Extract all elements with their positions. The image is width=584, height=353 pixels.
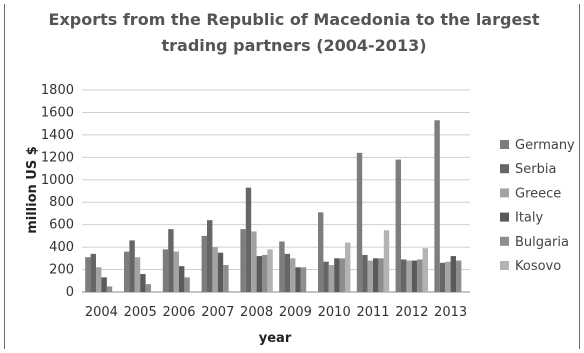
legend: Germany Serbia Greece Italy Bulgaria Kosovo	[500, 138, 575, 274]
bar	[140, 274, 146, 292]
bar	[411, 260, 418, 292]
bar	[395, 159, 401, 292]
y-axis-title: million US $	[25, 146, 40, 234]
x-tick-label: 2008	[240, 305, 273, 320]
bar	[367, 260, 373, 292]
legend-swatch	[500, 188, 509, 198]
bar	[422, 248, 428, 292]
bar	[295, 267, 301, 292]
bar	[85, 257, 91, 292]
y-tick-labels: 0 200 400 600 800 1000 1200 1400 1600 1800	[41, 83, 74, 300]
x-tick-label: 2005	[124, 305, 157, 320]
x-tick-label: 2009	[279, 305, 312, 320]
x-tick-labels: 2004 2005 2006 2007 2008 2009 2010 2011 2012 2013	[85, 305, 467, 320]
bar	[96, 267, 102, 292]
legend-label: Serbia	[515, 162, 556, 177]
bar	[262, 254, 268, 292]
bar	[373, 258, 379, 292]
bar	[378, 258, 384, 292]
bar	[90, 253, 96, 292]
bar	[217, 252, 224, 292]
bar	[284, 253, 290, 292]
bars	[85, 120, 462, 292]
bar	[445, 261, 451, 292]
legend-swatch	[500, 140, 509, 149]
bar	[450, 256, 456, 292]
legend-label: Germany	[515, 138, 575, 153]
x-tick-label: 2007	[201, 305, 234, 320]
x-axis-title: year	[259, 331, 292, 346]
chart-title-line-1: Exports from the Republic of Macedonia t…	[49, 10, 540, 29]
bar	[406, 260, 412, 292]
x-tick-label: 2012	[395, 305, 428, 320]
x-tick-label: 2010	[318, 305, 351, 320]
bar	[162, 249, 169, 292]
bar	[356, 152, 363, 292]
bar	[106, 286, 113, 292]
legend-swatch	[500, 164, 509, 174]
bar	[279, 241, 285, 292]
bar	[339, 258, 345, 292]
y-tick-label: 600	[49, 218, 74, 233]
x-tick-label: 2006	[162, 305, 195, 320]
bar	[318, 212, 324, 292]
bar	[173, 251, 179, 292]
bar	[439, 262, 446, 292]
legend-label: Bulgaria	[515, 235, 569, 250]
bar	[212, 247, 218, 292]
bar	[417, 259, 423, 292]
y-tick-label: 1400	[41, 128, 74, 143]
bar	[345, 242, 351, 292]
bar	[124, 251, 130, 292]
legend-swatch	[500, 236, 509, 246]
bar	[145, 284, 151, 292]
bar	[129, 240, 135, 292]
bar	[101, 277, 107, 292]
bar	[334, 258, 340, 292]
bar	[251, 231, 257, 292]
bar	[223, 265, 229, 292]
bar	[184, 277, 190, 292]
bar	[256, 256, 262, 292]
bar	[328, 265, 335, 292]
y-tick-label: 1600	[41, 105, 74, 120]
bar	[267, 249, 273, 292]
bar	[245, 187, 252, 292]
x-tick-label: 2013	[434, 305, 467, 320]
y-tick-label: 1000	[41, 173, 74, 188]
y-tick-label: 800	[49, 195, 74, 210]
bar	[401, 259, 407, 292]
chart-title-line-2: trading partners (2004-2013)	[161, 36, 426, 55]
legend-label: Kosovo	[515, 259, 561, 274]
bar	[240, 229, 246, 292]
legend-swatch	[500, 261, 509, 270]
bar	[434, 120, 440, 292]
y-tick-label: 1800	[41, 83, 74, 98]
legend-swatch	[500, 212, 509, 222]
bar	[456, 260, 462, 292]
bar	[383, 230, 390, 292]
y-tick-label: 0	[66, 285, 74, 300]
bar	[323, 261, 329, 292]
x-tick-label: 2004	[85, 305, 118, 320]
x-tick-label: 2011	[356, 305, 389, 320]
bar	[168, 229, 174, 292]
legend-label: Italy	[515, 211, 544, 226]
bar	[134, 257, 141, 292]
legend-label: Greece	[515, 186, 561, 201]
bar	[290, 258, 296, 292]
bar	[179, 266, 185, 292]
bar	[362, 254, 368, 292]
bar	[207, 220, 213, 292]
bar	[300, 267, 307, 292]
y-tick-label: 1200	[41, 150, 74, 165]
y-tick-label: 400	[49, 240, 74, 255]
bar	[201, 235, 207, 292]
y-tick-label: 200	[49, 263, 74, 278]
gridlines	[82, 89, 470, 293]
chart-frame	[4, 4, 580, 349]
